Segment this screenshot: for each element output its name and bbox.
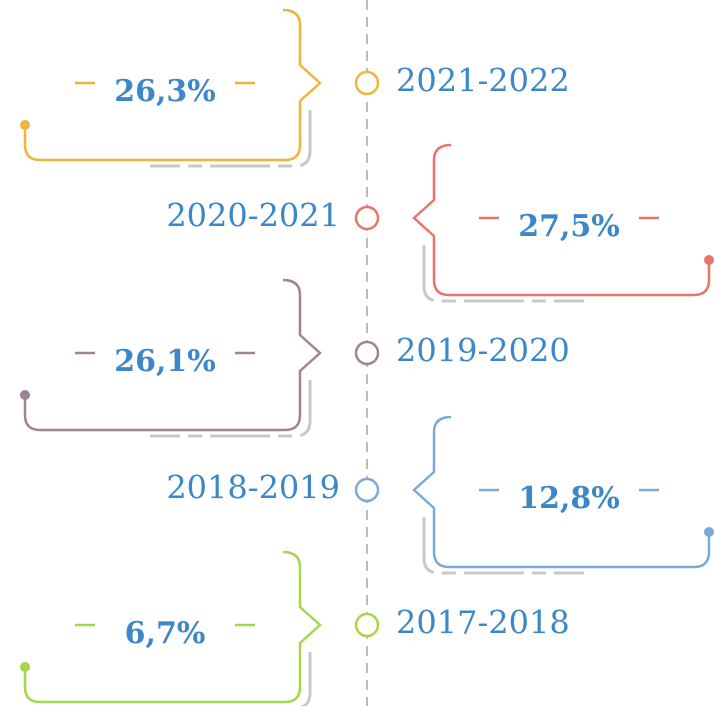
timeline-node	[354, 477, 380, 503]
bracket-shadow	[150, 380, 312, 438]
timeline-node	[354, 205, 380, 231]
bracket-shadow	[422, 517, 584, 575]
bracket	[412, 143, 711, 297]
value-label: 27,5%	[518, 209, 620, 244]
bracket	[23, 550, 322, 704]
bracket	[23, 8, 322, 162]
bracket-dot	[20, 390, 30, 400]
bracket-shadow	[150, 110, 312, 168]
period-label: 2017-2018	[396, 604, 570, 642]
timeline-node	[354, 70, 380, 96]
timeline-node	[354, 340, 380, 366]
bracket	[23, 278, 322, 432]
value-label: 26,1%	[114, 344, 216, 379]
bracket-dot	[704, 527, 714, 537]
bracket-dot	[20, 120, 30, 130]
bracket-dot	[704, 255, 714, 265]
value-label: 6,7%	[125, 616, 206, 651]
period-label: 2020-2021	[166, 197, 340, 235]
bracket-dot	[20, 662, 30, 672]
bracket-shadow	[422, 245, 584, 303]
value-label: 12,8%	[518, 481, 620, 516]
period-label: 2018-2019	[166, 469, 340, 507]
period-label: 2019-2020	[396, 332, 570, 370]
bracket-shadow	[299, 652, 312, 706]
period-label: 2021-2022	[396, 62, 570, 100]
bracket	[412, 415, 711, 569]
timeline-node	[354, 612, 380, 638]
value-label: 26,3%	[114, 74, 216, 109]
